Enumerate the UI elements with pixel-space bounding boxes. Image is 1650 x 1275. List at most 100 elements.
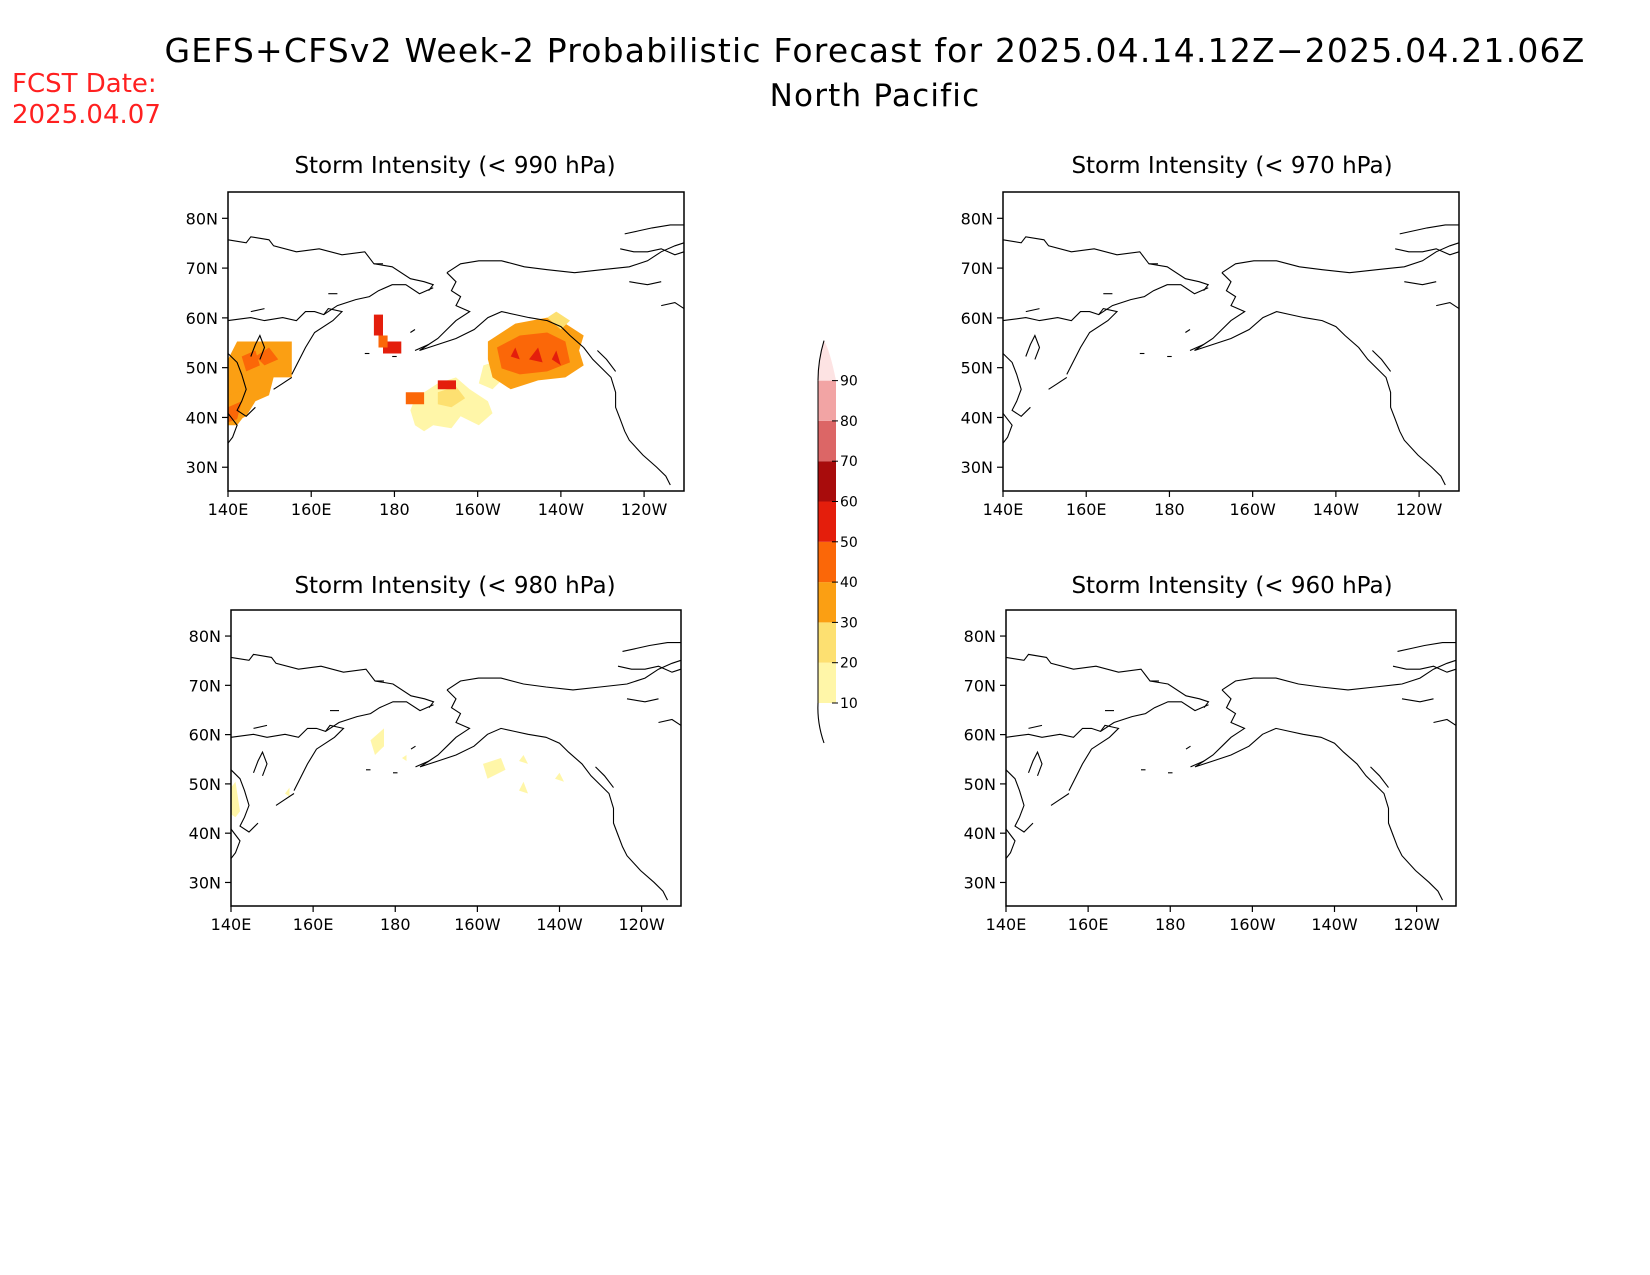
lat-tick-label: 50N <box>186 359 218 378</box>
probability-area <box>519 755 528 764</box>
coastline <box>446 242 685 274</box>
coastline <box>1025 334 1041 360</box>
coastline <box>1397 642 1456 652</box>
probability-area <box>510 347 520 360</box>
probability-area <box>437 380 456 390</box>
colorbar-box-40 <box>818 541 836 583</box>
lat-tick-label: 50N <box>961 359 993 378</box>
coastline <box>661 302 685 310</box>
lon-tick-label: 160W <box>454 915 501 934</box>
coastline <box>1048 376 1068 390</box>
coastline <box>414 343 429 352</box>
map-frame <box>227 191 685 492</box>
coastline <box>250 334 266 360</box>
colorbar-label: 70 <box>840 454 858 470</box>
map-panel-p990: 80N 70N 60N 50N 40N 30N 140E 160E 180 160W 140W 120… <box>186 191 685 519</box>
coastline <box>1433 718 1457 726</box>
coastline <box>1401 698 1434 703</box>
coastline <box>1002 236 1210 292</box>
map-frame <box>1002 191 1460 492</box>
lon-tick-label: 180 <box>1154 500 1185 519</box>
lat-tick-label: 60N <box>964 726 996 745</box>
lon-tick-label: 140E <box>986 915 1027 934</box>
coastlines <box>1005 642 1457 901</box>
map-panel-p960: 80N 70N 60N 50N 40N 30N 140E 160E 180 160W 140W 120… <box>964 609 1457 934</box>
coastline <box>230 828 241 859</box>
colorbar-lower-tail <box>817 702 825 744</box>
lon-tick-label: 140W <box>1313 500 1360 519</box>
probability-fills <box>228 311 584 432</box>
probability-area <box>402 755 407 761</box>
probability-area <box>378 335 388 348</box>
colorbar-label: 10 <box>840 696 858 712</box>
lat-tick-label: 30N <box>961 458 993 477</box>
coastline <box>1221 659 1457 691</box>
lon-tick-label: 160W <box>454 500 501 519</box>
colorbar-label: 80 <box>840 414 858 430</box>
lat-tick-label: 60N <box>186 309 218 328</box>
probability-area <box>519 781 528 794</box>
coastline <box>230 769 259 833</box>
colorbar-label: 50 <box>840 535 858 551</box>
colorbar-label: 40 <box>840 575 858 591</box>
coastline <box>1005 769 1034 833</box>
coastline <box>1027 750 1043 776</box>
probability-area <box>231 781 240 818</box>
coastline <box>620 248 685 256</box>
probability-area <box>497 332 570 375</box>
coastline <box>624 224 684 235</box>
coastline <box>410 745 416 750</box>
coastline <box>1189 343 1204 352</box>
colorbar-box-80 <box>818 380 836 421</box>
coastline <box>275 793 295 806</box>
map-panels: 80N 70N 60N 50N 40N 30N 140E 160E 180 160W 140W 120… <box>186 191 1460 934</box>
coastline <box>325 701 434 732</box>
lon-tick-label: 160E <box>293 915 334 934</box>
lat-tick-label: 40N <box>964 824 996 843</box>
coastline <box>410 329 416 333</box>
lat-tick-label: 50N <box>189 775 221 794</box>
lon-tick-label: 160W <box>1229 915 1276 934</box>
coastline <box>273 376 293 390</box>
lon-tick-label: 120W <box>1393 915 1440 934</box>
coastline <box>419 272 671 486</box>
lon-tick-label: 160W <box>1229 500 1276 519</box>
map-frame <box>1005 609 1457 907</box>
colorbar-box-20 <box>818 622 836 663</box>
coastline <box>227 412 238 444</box>
probability-fills <box>231 728 564 818</box>
coastline <box>1005 653 1210 709</box>
lon-tick-label: 140E <box>211 915 252 934</box>
panel-title-970: Storm Intensity (< 970 hPa) <box>1071 153 1392 179</box>
map-frame <box>230 609 682 907</box>
probability-area <box>405 392 425 405</box>
fcst-date-label: FCST Date: <box>12 69 157 99</box>
probability-area <box>285 787 290 797</box>
coastline <box>1002 412 1013 444</box>
coastline <box>1372 350 1392 372</box>
coastline <box>629 281 662 286</box>
coastline <box>1098 284 1209 316</box>
map-background <box>228 192 684 491</box>
lat-tick-label: 70N <box>186 259 218 278</box>
coastlines <box>1002 224 1460 486</box>
coastline <box>1436 302 1460 310</box>
coastline <box>626 698 659 703</box>
coastline <box>1100 701 1209 732</box>
coastline <box>617 665 682 673</box>
colorbar-upper-edge <box>817 340 825 381</box>
coastline <box>1404 281 1437 286</box>
coastline <box>250 308 265 313</box>
coastline <box>415 760 430 768</box>
coastlines <box>230 642 682 901</box>
coastline <box>1002 353 1031 418</box>
colorbar-box-50 <box>818 501 836 542</box>
lat-tick-label: 30N <box>186 458 218 477</box>
lon-tick-label: 120W <box>1396 500 1443 519</box>
coastline <box>323 284 434 316</box>
coastline <box>446 659 682 691</box>
coastline <box>1395 248 1460 256</box>
lat-tick-label: 70N <box>964 676 996 695</box>
lon-tick-label: 140W <box>538 500 585 519</box>
